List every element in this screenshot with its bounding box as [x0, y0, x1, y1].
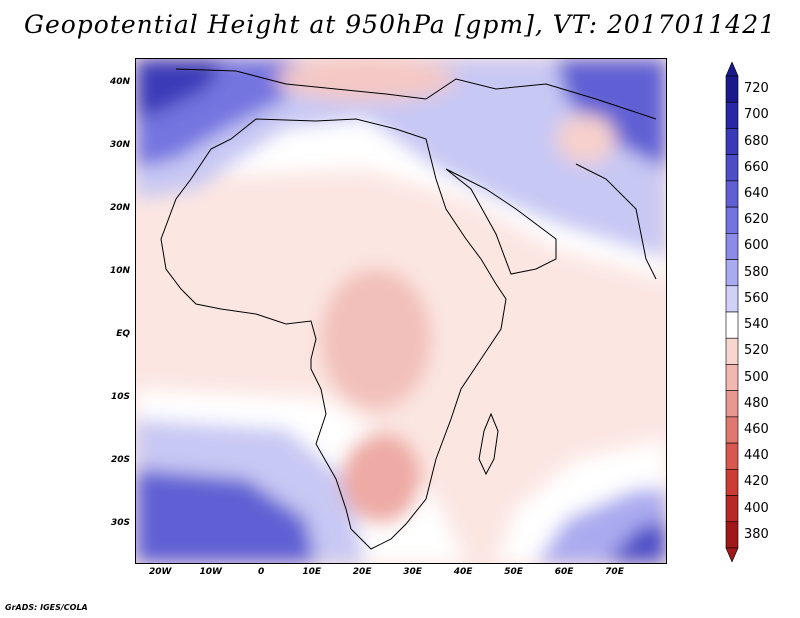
lon-tick-label: 40E	[453, 567, 473, 577]
colorbar-swatch	[725, 337, 739, 365]
colorbar-swatch	[725, 233, 739, 260]
lat-tick-label: EQ	[116, 329, 130, 340]
field-deep-blue-nw	[136, 59, 226, 119]
lon-tick-label: 30E	[403, 567, 422, 577]
geopotential-field-map	[136, 59, 666, 563]
coastline-india	[575, 163, 657, 280]
lon-tick-label: 50E	[504, 567, 523, 577]
coastline-africa	[160, 118, 507, 550]
lat-tick-label: 10S	[110, 392, 130, 403]
lat-tick-label: 20N	[109, 203, 130, 214]
colorbar-swatch	[725, 416, 739, 444]
field-pink-south-africa	[341, 434, 421, 524]
colorbar-swatch	[725, 259, 739, 287]
coastlines	[160, 68, 657, 550]
colorbar-level-label: 640	[744, 186, 769, 201]
colorbar-swatch	[725, 469, 739, 496]
colorbar-swatch	[725, 495, 739, 523]
field-pink-central-africa	[321, 269, 431, 409]
colorbar-swatch	[725, 311, 739, 339]
lat-tick-label: 30S	[110, 518, 130, 529]
colorbar-swatch	[725, 390, 739, 418]
lon-tick-label: 70E	[605, 567, 624, 577]
field-pink-med	[276, 59, 456, 101]
colorbar-level-label: 460	[744, 422, 769, 437]
lon-tick-label: 20E	[352, 567, 372, 577]
lat-tick-label: 40N	[109, 77, 130, 88]
coastline-europe	[175, 68, 657, 120]
field-blue-sw	[136, 469, 316, 563]
colorbar-swatch	[725, 128, 739, 155]
field-blue-ne	[556, 59, 666, 169]
field-pink-arabia	[556, 114, 616, 164]
lon-tick-label: 10E	[302, 567, 321, 577]
colorbar	[725, 62, 739, 562]
field-blue-se	[606, 519, 666, 563]
colorbar-swatch	[725, 154, 739, 182]
colorbar-level-label: 500	[744, 369, 769, 385]
colorbar-level-label: 680	[744, 133, 769, 149]
field-lavender-north	[136, 59, 666, 259]
colorbar-level-label: 420	[744, 474, 769, 490]
colorbar-swatch	[725, 75, 739, 103]
colorbar-swatch	[725, 521, 739, 549]
colorbar-swatch	[725, 364, 739, 391]
credit-text: GrADS: IGES/COLA	[5, 603, 88, 612]
colorbar-swatch	[725, 180, 739, 208]
colorbar-arrow-bottom	[725, 547, 739, 562]
lon-tick-label: 0	[258, 567, 265, 577]
coastline-arabia	[445, 168, 557, 275]
colorbar-level-label: 440	[744, 448, 769, 464]
colorbar-level-label: 540	[744, 317, 769, 333]
colorbar-level-label: 720	[744, 81, 769, 97]
lon-tick-label: 20W	[149, 567, 172, 577]
colorbar-level-label: 700	[744, 107, 769, 123]
colorbar-level-label: 400	[744, 500, 769, 516]
lat-tick-label: 10N	[109, 266, 130, 277]
field-shading	[136, 59, 666, 563]
colorbar-swatch	[725, 206, 739, 234]
colorbar-level-label: 600	[744, 238, 769, 254]
lon-tick-label: 60E	[554, 567, 574, 577]
colorbar-level-label: 580	[744, 264, 769, 280]
lat-tick-label: 30N	[109, 140, 130, 151]
lat-tick-label: 20S	[110, 455, 130, 466]
colorbar-level-label: 620	[744, 212, 769, 228]
colorbar-swatch	[725, 101, 739, 129]
colorbar-level-label: 480	[744, 395, 769, 411]
colorbar-level-label: 380	[744, 526, 769, 542]
colorbar-level-label: 520	[744, 343, 769, 359]
map-frame	[135, 58, 667, 564]
colorbar-level-label: 560	[744, 290, 769, 306]
map-title: Geopotential Height at 950hPa [gpm], VT:…	[23, 10, 777, 39]
lon-tick-label: 10W	[199, 567, 222, 577]
colorbar-level-label: 660	[744, 159, 769, 175]
colorbar-swatch	[725, 442, 739, 470]
coastline-madagascar	[478, 412, 499, 476]
colorbar-swatch	[725, 285, 739, 313]
colorbar-arrow-top	[725, 62, 739, 77]
